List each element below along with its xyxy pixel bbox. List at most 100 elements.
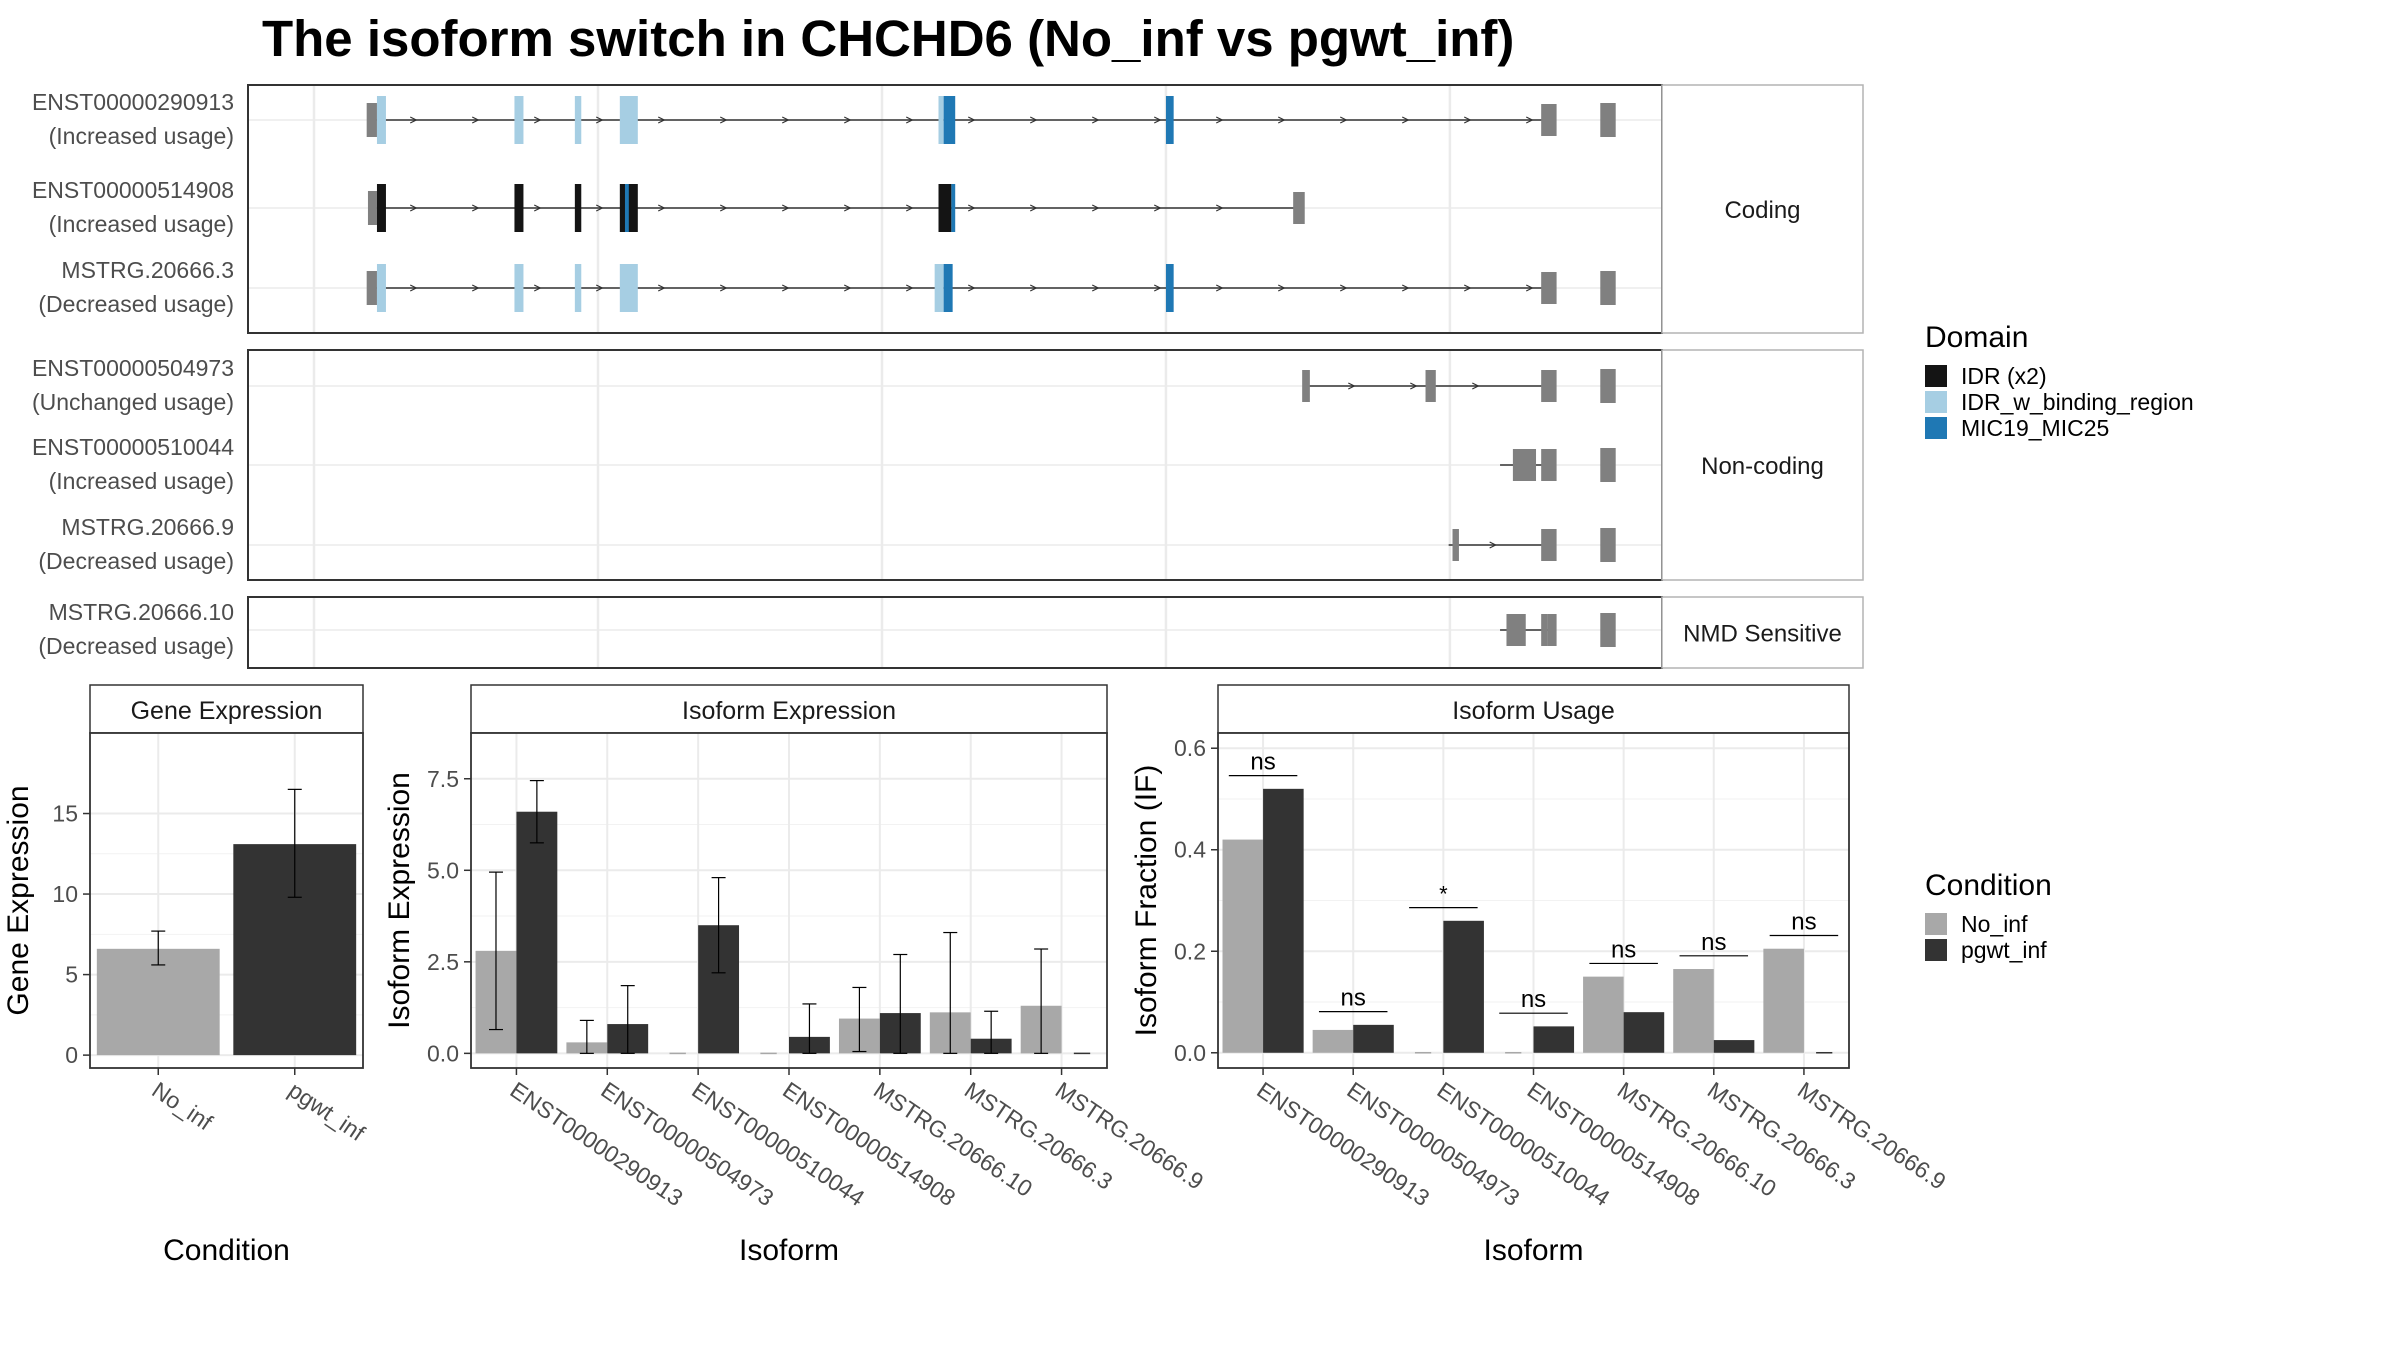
- strand-arrow: [1091, 284, 1100, 292]
- exon-utr: [1452, 529, 1459, 561]
- bar: [1443, 920, 1484, 1053]
- significance-label: ns: [1701, 929, 1726, 956]
- exon-idr: [938, 184, 952, 232]
- strand-arrow: [533, 204, 542, 212]
- transcript-name: MSTRG.20666.9: [61, 514, 234, 540]
- strand-arrow: [1029, 116, 1038, 124]
- strand-arrow: [1215, 204, 1224, 212]
- strand-arrow: [1091, 204, 1100, 212]
- bar-charts: Gene Expression 0 5 10 15 No_inf pgwt_inf Condi…: [2, 684, 1951, 1267]
- significance-label: ns: [1521, 986, 1546, 1013]
- exon-utr: [1541, 449, 1557, 481]
- strand-arrow: [409, 204, 418, 212]
- legend-label: pgwt_inf: [1961, 937, 2047, 963]
- strand-arrow: [967, 204, 976, 212]
- transcript-row: ENST00000514908 (Increased usage): [32, 177, 1305, 237]
- legend-label: MIC19_MIC25: [1961, 415, 2109, 441]
- strand-arrow: [595, 116, 604, 124]
- exon-utr: [1547, 614, 1557, 646]
- x-tick-label: MSTRG.20666.10: [869, 1077, 1037, 1202]
- strand-arrow: [1029, 204, 1038, 212]
- transcript-name: MSTRG.20666.10: [49, 599, 234, 625]
- exon-utr: [367, 191, 377, 225]
- x-tick-label: MSTRG.20666.9: [1793, 1077, 1951, 1195]
- exon-idr_binding: [574, 264, 582, 312]
- transcript-usage: (Unchanged usage): [32, 389, 234, 415]
- facet-strip-label: Isoform Expression: [682, 697, 896, 725]
- strand-arrow: [843, 204, 852, 212]
- exon-mic19: [624, 184, 629, 232]
- strand-arrow: [595, 284, 604, 292]
- exon-idr: [514, 184, 524, 232]
- strand-arrow: [1472, 382, 1480, 390]
- exon-utr: [1541, 614, 1548, 646]
- bar: [1673, 969, 1714, 1053]
- bar: [1222, 839, 1264, 1053]
- strand-arrow: [905, 116, 914, 124]
- strand-arrow: [719, 284, 728, 292]
- strand-arrow: [471, 116, 480, 124]
- exon-utr: [1541, 370, 1557, 402]
- panel-border: [89, 732, 364, 1069]
- exon-utr: [1541, 104, 1557, 136]
- exon-idr: [574, 184, 582, 232]
- transcript-usage: (Increased usage): [49, 468, 234, 494]
- bar: [1263, 788, 1304, 1053]
- facet-strip-label: Gene Expression: [131, 697, 323, 725]
- exon-utr: [366, 103, 377, 137]
- strand-arrow: [905, 204, 914, 212]
- transcript-name: ENST00000290913: [32, 89, 234, 115]
- strand-arrow: [657, 284, 666, 292]
- legend-key: [1925, 391, 1947, 413]
- y-tick-label: 7.5: [427, 766, 459, 792]
- transcript-row: MSTRG.20666.3 (Decreased usage): [38, 257, 1616, 317]
- exon-utr: [1512, 449, 1537, 481]
- legend-key: [1925, 365, 1947, 387]
- strand-arrow: [905, 284, 914, 292]
- facet-strip-label: Non-coding: [1701, 453, 1824, 480]
- facet-strip-label: Isoform Usage: [1452, 697, 1615, 725]
- strand-arrow: [471, 204, 480, 212]
- y-tick-label: 5: [65, 962, 78, 988]
- exon-utr: [1541, 529, 1557, 561]
- exon-utr: [1293, 192, 1305, 224]
- x-tick-label: MSTRG.20666.3: [960, 1077, 1118, 1195]
- x-axis-title: Condition: [163, 1234, 290, 1267]
- strand-arrow: [533, 284, 542, 292]
- facet-strip-label: NMD Sensitive: [1683, 621, 1842, 648]
- y-tick-label: 5.0: [427, 857, 459, 883]
- x-axis-title: Isoform: [1483, 1234, 1583, 1267]
- transcript-row: MSTRG.20666.9 (Decreased usage): [38, 514, 1616, 574]
- legend-key: [1925, 913, 1947, 935]
- transcript-usage: (Decreased usage): [38, 291, 234, 317]
- y-tick-label: 0.4: [1174, 837, 1206, 863]
- strand-arrow: [1339, 284, 1348, 292]
- strand-arrow: [1410, 382, 1418, 390]
- bar: [1623, 1012, 1665, 1053]
- strand-arrow: [1463, 284, 1472, 292]
- strand-arrow: [1153, 204, 1162, 212]
- x-tick-label: MSTRG.20666.3: [1703, 1077, 1861, 1195]
- x-tick-label: MSTRG.20666.10: [1613, 1077, 1781, 1202]
- exon-mic19: [951, 184, 956, 232]
- legend-key: [1925, 417, 1947, 439]
- significance-label: ns: [1341, 985, 1366, 1012]
- strand-arrow: [1525, 284, 1534, 292]
- strand-arrow: [471, 284, 480, 292]
- strand-arrow: [1153, 284, 1162, 292]
- facet-strip: [470, 684, 1108, 734]
- exon-idr_binding: [574, 96, 582, 144]
- legend-title: Condition: [1925, 869, 2052, 902]
- y-axis-title: Isoform Expression: [383, 772, 416, 1029]
- y-tick-label: 15: [52, 801, 78, 827]
- transcript-name: ENST00000514908: [32, 177, 234, 203]
- panel-background: [248, 597, 1662, 668]
- y-tick-label: 0.6: [1174, 735, 1206, 761]
- exon-utr: [1600, 369, 1616, 403]
- strand-arrow: [1091, 116, 1100, 124]
- y-tick-label: 0.2: [1174, 938, 1206, 964]
- strand-arrow: [967, 284, 976, 292]
- facet-strip: [89, 684, 364, 734]
- strand-arrow: [1401, 284, 1410, 292]
- y-axis-title: Gene Expression: [2, 785, 35, 1015]
